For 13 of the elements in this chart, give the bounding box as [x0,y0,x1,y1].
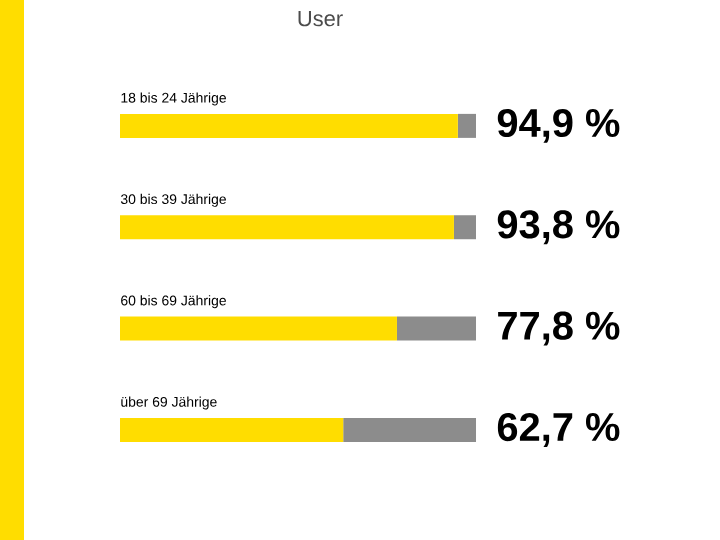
bar [396,316,477,341]
bar [453,215,477,240]
bar [120,113,458,138]
bar [120,215,454,240]
chart-title: User [298,11,343,27]
bar [120,316,397,341]
bar [343,417,477,442]
data-label: 77,8 % [498,311,620,346]
bar [457,113,477,138]
data-label: 62,7 % [497,412,620,447]
data-label: 93,8 % [497,210,620,245]
bar [120,417,344,442]
data-label: 94,9 % [497,108,620,143]
